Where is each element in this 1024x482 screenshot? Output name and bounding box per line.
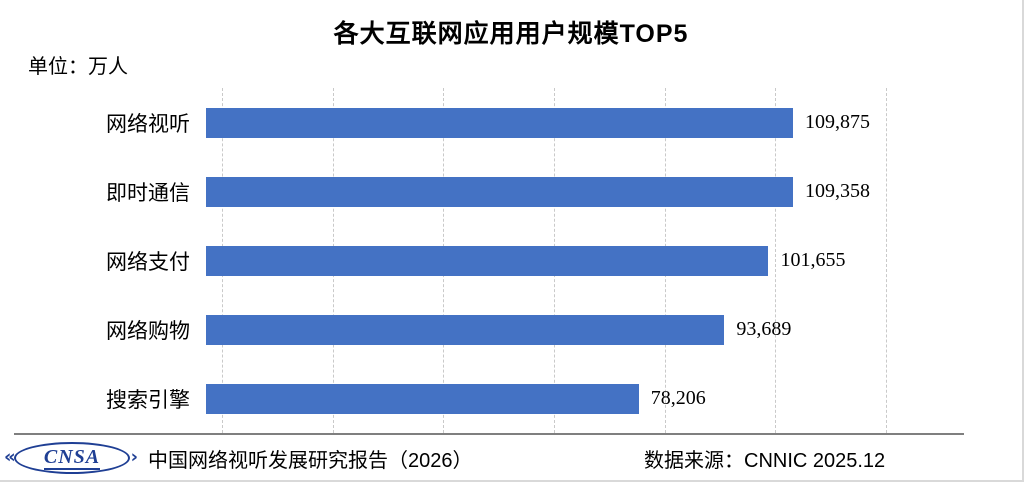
logo-point-icon: ›	[130, 446, 138, 468]
cnsa-logo: « CNSA ›	[4, 442, 138, 474]
bar[interactable]	[206, 314, 725, 345]
bar-track: 93,689	[206, 295, 870, 364]
bar-track: 109,875	[206, 88, 870, 157]
category-label: 网络支付	[106, 249, 190, 274]
gridline	[886, 88, 887, 433]
report-title: 中国网络视听发展研究报告（2026）	[148, 449, 473, 472]
data-source: 数据来源：CNNIC 2025.12	[644, 449, 886, 472]
footer: « CNSA › 中国网络视听发展研究报告（2026） 数据来源：CNNIC 2…	[4, 438, 1022, 478]
value-label: 93,689	[736, 318, 792, 340]
bar[interactable]	[206, 107, 793, 138]
category-label: 网络购物	[106, 318, 190, 343]
bar-rows: 网络视听 109,875 即时通信 109,358 网络支付 101,655 网络购物 93,…	[0, 88, 1022, 433]
category-label: 即时通信	[106, 180, 190, 205]
bar[interactable]	[206, 245, 769, 276]
bar-track: 109,358	[206, 157, 870, 226]
unit-label: 单位：万人	[28, 56, 128, 78]
category-label: 搜索引擎	[106, 387, 190, 412]
axis-line	[14, 433, 964, 435]
gridline	[775, 88, 777, 433]
category-label: 网络视听	[106, 111, 190, 136]
value-label: 78,206	[650, 387, 706, 409]
value-label: 101,655	[780, 249, 846, 271]
bar-row: 即时通信 109,358	[0, 157, 1022, 226]
bar[interactable]	[206, 383, 639, 414]
bar-row: 网络购物 93,689	[0, 295, 1022, 364]
value-label: 109,875	[805, 111, 870, 133]
bar-row: 网络视听 109,875	[0, 88, 1022, 157]
logo-text: CNSA	[43, 445, 101, 470]
value-label: 109,358	[805, 180, 870, 202]
bar-row: 搜索引擎 78,206	[0, 364, 1022, 433]
bar[interactable]	[206, 176, 793, 207]
bar-track: 101,655	[206, 226, 870, 295]
bar-track: 78,206	[206, 364, 870, 433]
logo-chevron-icon: «	[4, 446, 16, 468]
bar-row: 网络支付 101,655	[0, 226, 1022, 295]
chart-title: 各大互联网应用用户规模TOP5	[333, 20, 689, 48]
